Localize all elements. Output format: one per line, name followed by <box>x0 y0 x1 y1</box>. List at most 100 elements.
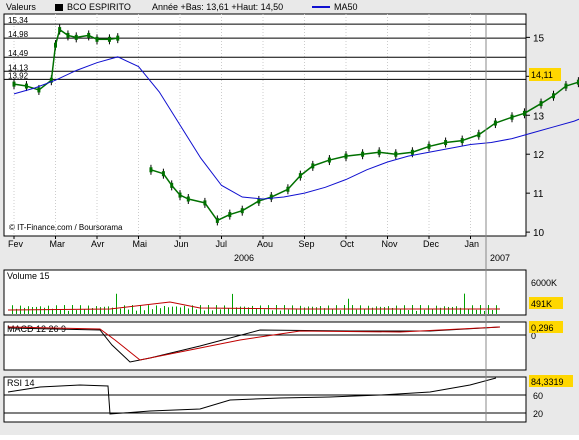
volume-bar <box>352 305 353 314</box>
volume-last-badge <box>529 297 563 309</box>
volume-bar <box>472 305 473 314</box>
volume-bar <box>120 308 121 314</box>
volume-bar <box>24 307 25 314</box>
volume-last-label: 491K <box>531 299 552 309</box>
volume-ma-line <box>7 301 500 311</box>
price-segment <box>553 85 567 97</box>
volume-bar <box>156 305 157 314</box>
volume-bar <box>172 306 173 314</box>
volume-bar <box>96 306 97 314</box>
header-ticker: BCO ESPIRITO <box>67 2 131 12</box>
volume-bar <box>348 298 349 314</box>
price-segment <box>379 151 396 155</box>
price-segment <box>241 200 260 212</box>
volume-bar <box>176 306 177 314</box>
volume-bar <box>36 306 37 314</box>
month-label: Dec <box>423 239 440 249</box>
price-segment <box>395 151 413 155</box>
volume-bar <box>444 306 445 314</box>
volume-bar <box>340 310 341 314</box>
volume-bar <box>308 306 309 314</box>
price-segment <box>412 145 430 153</box>
volume-bar <box>44 307 45 314</box>
volume-bar <box>356 309 357 314</box>
volume-bar <box>188 308 189 314</box>
volume-bar <box>344 305 345 314</box>
volume-bar <box>244 306 245 314</box>
volume-bar <box>324 308 325 314</box>
rsi-tick-label: 60 <box>533 391 543 401</box>
level-label: 13,92 <box>8 71 29 80</box>
volume-bar <box>168 307 169 314</box>
volume-bar <box>92 308 93 314</box>
volume-bar <box>220 309 221 314</box>
volume-bar <box>388 306 389 314</box>
volume-bar <box>148 305 149 314</box>
price-segment <box>287 175 301 190</box>
level-label: 14,49 <box>8 49 29 58</box>
price-segment <box>329 155 347 161</box>
volume-bar <box>192 305 193 314</box>
volume-bar <box>264 309 265 314</box>
volume-bar <box>484 310 485 314</box>
price-segment <box>150 169 164 175</box>
volume-tick-label: 6000K <box>531 278 557 288</box>
volume-bar <box>100 307 101 314</box>
volume-bar <box>404 305 405 314</box>
volume-bar <box>476 309 477 314</box>
ma50-line <box>13 56 579 200</box>
volume-bar <box>32 307 33 314</box>
volume-bar <box>396 305 397 314</box>
volume-bar <box>268 305 269 314</box>
volume-bar <box>104 306 105 314</box>
volume-bar <box>460 307 461 314</box>
rsi-tick-label: 20 <box>533 409 543 419</box>
volume-bar <box>200 305 201 314</box>
price-segment <box>67 34 77 39</box>
header-ma-label: MA50 <box>334 2 358 12</box>
ticker-swatch <box>55 4 63 11</box>
volume-bar <box>84 309 85 314</box>
volume-bar <box>204 310 205 314</box>
watermark: © IT-Finance.com / Boursorama <box>9 223 123 232</box>
level-label: 15,34 <box>8 16 29 25</box>
rsi-title: RSI 14 <box>7 378 35 388</box>
price-segment <box>171 184 181 196</box>
volume-bar <box>68 310 69 314</box>
year-label: 2007 <box>490 253 510 263</box>
volume-bar <box>480 305 481 314</box>
volume-bar <box>260 305 261 314</box>
volume-bar <box>112 307 113 314</box>
price-panel <box>3 13 527 237</box>
volume-bar <box>252 305 253 314</box>
volume-bar <box>116 293 117 314</box>
volume-bar <box>456 306 457 314</box>
volume-bar <box>232 293 233 314</box>
volume-bar <box>380 306 381 314</box>
month-label: Oct <box>340 239 355 249</box>
volume-bar <box>136 310 137 314</box>
rsi-panel <box>3 376 527 423</box>
price-segment <box>217 213 231 222</box>
price-segment <box>299 165 314 177</box>
macd-signal-line <box>7 326 501 361</box>
level-label: 14,13 <box>8 63 29 72</box>
header-label: Valeurs <box>6 2 36 12</box>
level-label: 14,98 <box>8 30 29 39</box>
volume-bar <box>424 309 425 314</box>
volume-bar <box>412 305 413 314</box>
price-segment <box>445 139 463 144</box>
volume-bar <box>280 310 281 314</box>
macd-last-label: 0,296 <box>531 323 554 333</box>
volume-bar <box>124 305 125 314</box>
volume-bar <box>420 305 421 314</box>
volume-bar <box>408 310 409 314</box>
volume-bar <box>376 306 377 314</box>
volume-bar <box>496 305 497 314</box>
volume-bar <box>312 306 313 314</box>
volume-bar <box>256 308 257 314</box>
price-segment <box>345 153 363 157</box>
volume-bar <box>360 305 361 314</box>
volume-bar <box>492 309 493 314</box>
